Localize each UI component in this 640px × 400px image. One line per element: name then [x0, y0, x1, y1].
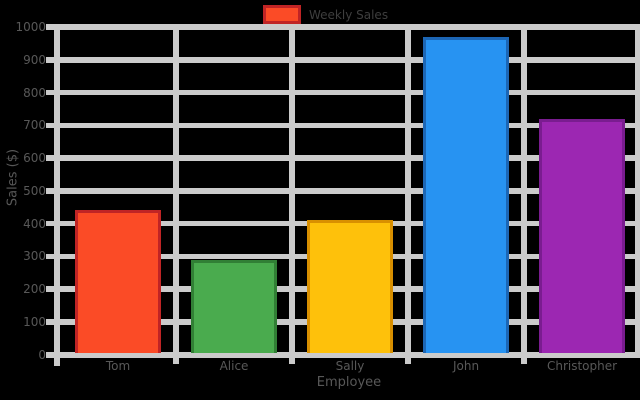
y-gridline — [46, 188, 640, 194]
y-tick-label: 500 — [23, 183, 46, 198]
y-tick-label: 400 — [23, 216, 46, 231]
x-tick-label: Alice — [219, 359, 249, 373]
y-tick-label: 700 — [23, 118, 46, 133]
y-tick-label: 800 — [23, 85, 46, 100]
x-tick-label: Tom — [105, 359, 131, 373]
y-axis-label: Sales ($) — [5, 148, 21, 207]
y-tick-label: 1000 — [15, 20, 46, 34]
y-tick-label: 300 — [23, 249, 46, 264]
y-tick-label: 200 — [23, 282, 46, 296]
x-gridline — [405, 24, 411, 364]
y-tick-label: 600 — [23, 151, 46, 165]
x-axis-label: Employee — [316, 375, 382, 390]
y-gridline — [46, 122, 640, 128]
bottom-spine — [46, 352, 640, 358]
x-tick-label: Sally — [335, 359, 365, 373]
y-tick-label: 100 — [23, 314, 46, 329]
y-gridline — [46, 57, 640, 63]
x-gridline — [173, 24, 179, 364]
y-gridline — [46, 24, 640, 30]
bar — [75, 210, 161, 353]
y-gridline — [46, 155, 640, 161]
right-spine — [634, 24, 640, 357]
bar — [539, 118, 625, 353]
y-tick-label: 0 — [38, 347, 46, 362]
bar — [423, 36, 509, 353]
x-gridline — [289, 24, 295, 364]
y-tick-label: 900 — [23, 52, 46, 67]
legend: Weekly Sales — [263, 5, 388, 24]
y-gridline — [46, 89, 640, 96]
x-gridline — [521, 24, 527, 364]
legend-swatch — [263, 5, 301, 24]
bar — [307, 220, 393, 353]
left-spine — [54, 24, 60, 366]
x-tick-label: Christopher — [546, 359, 618, 373]
legend-label: Weekly Sales — [309, 7, 389, 22]
bar — [191, 259, 277, 353]
x-tick-label: John — [452, 359, 480, 373]
